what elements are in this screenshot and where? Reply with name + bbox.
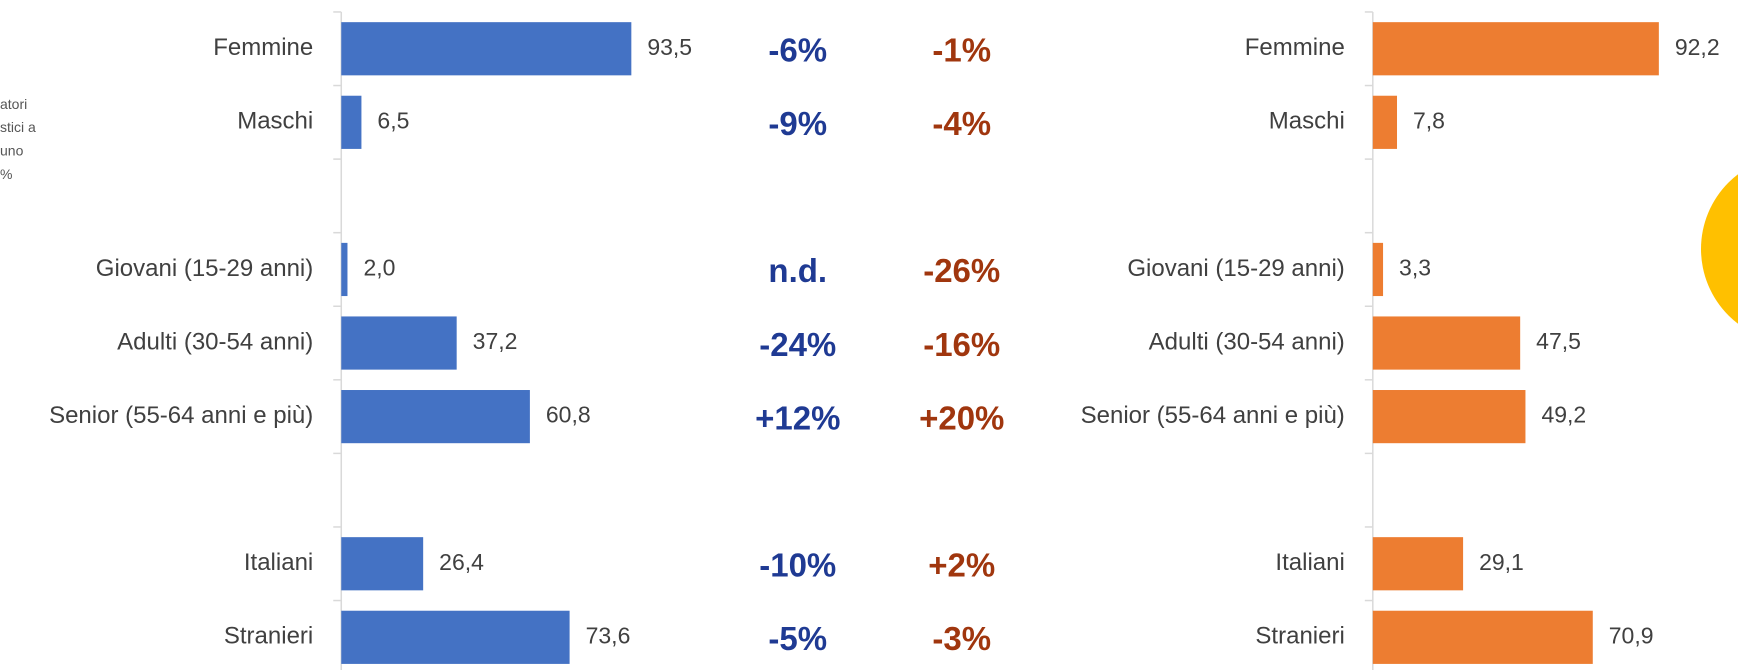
value-label: 37,2	[473, 328, 518, 354]
value-label: 2,0	[363, 255, 395, 281]
bar	[341, 537, 424, 591]
category-label: Giovani (15-29 anni)	[1127, 255, 1344, 282]
change-value: +2%	[928, 546, 995, 583]
side-note: %	[0, 166, 12, 182]
change-value: +12%	[755, 399, 840, 436]
category-label: Senior (55-64 anni e più)	[49, 402, 313, 429]
change-value: -6%	[768, 31, 827, 68]
value-label: 7,8	[1413, 107, 1445, 133]
value-label: 29,1	[1479, 549, 1524, 575]
value-label: 73,6	[586, 622, 631, 648]
side-note: stici a	[0, 119, 36, 135]
category-label: Italiani	[244, 549, 313, 576]
bar	[1372, 390, 1526, 444]
category-label: Italiani	[1275, 549, 1344, 576]
category-label: Maschi	[237, 108, 313, 135]
change-value: +20%	[919, 399, 1004, 436]
category-label: Femmine	[213, 34, 313, 61]
bar	[341, 22, 632, 76]
change-value: -10%	[759, 546, 836, 583]
change-value: -26%	[923, 252, 1000, 289]
bar	[1372, 537, 1464, 591]
side-note: uno	[0, 142, 24, 158]
value-label: 92,2	[1675, 34, 1720, 60]
category-label: Adulti (30-54 anni)	[1149, 328, 1345, 355]
category-label: Giovani (15-29 anni)	[96, 255, 313, 282]
value-label: 93,5	[647, 34, 692, 60]
bar	[341, 390, 530, 444]
bar	[341, 242, 348, 297]
category-label: Senior (55-64 anni e più)	[1081, 402, 1345, 429]
value-label: 47,5	[1536, 328, 1581, 354]
value-label: 49,2	[1541, 402, 1586, 428]
category-label: Adulti (30-54 anni)	[117, 328, 313, 355]
change-value: -1%	[932, 31, 991, 68]
value-label: 60,8	[546, 402, 591, 428]
bar	[1372, 242, 1384, 297]
value-label: 3,3	[1399, 255, 1431, 281]
bar	[341, 316, 457, 370]
side-note: atori	[0, 96, 27, 112]
value-label: 26,4	[439, 549, 484, 575]
category-label: Stranieri	[1255, 623, 1344, 650]
decorative-circle	[1701, 174, 1738, 324]
change-value: -24%	[759, 326, 836, 363]
bar	[341, 610, 570, 664]
category-label: Stranieri	[224, 623, 313, 650]
change-value: -5%	[768, 620, 827, 657]
change-value: -4%	[932, 105, 991, 142]
change-value: n.d.	[768, 252, 827, 289]
change-value: -16%	[923, 326, 1000, 363]
bar	[341, 95, 362, 149]
value-label: 70,9	[1609, 622, 1654, 648]
bar	[1372, 22, 1659, 76]
change-value: -3%	[932, 620, 991, 657]
bar	[1372, 316, 1521, 370]
category-label: Femmine	[1245, 34, 1345, 61]
category-label: Maschi	[1269, 108, 1345, 135]
change-value: -9%	[768, 105, 827, 142]
bar	[1372, 610, 1593, 664]
value-label: 6,5	[377, 107, 409, 133]
bar	[1372, 95, 1398, 149]
